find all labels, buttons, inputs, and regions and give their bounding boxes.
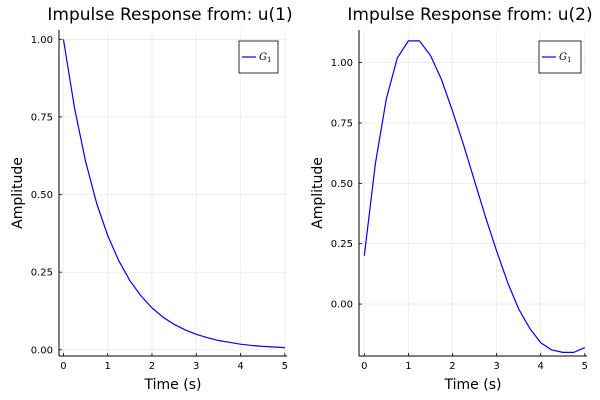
x-tick-label: 4 — [237, 361, 243, 372]
x-tick-label: 0 — [361, 361, 367, 372]
x-tick-label: 3 — [193, 361, 199, 372]
x-tick-label: 5 — [282, 361, 288, 372]
y-tick-label: 0.25 — [331, 239, 353, 250]
grid — [359, 30, 587, 356]
legend-label-subscript: 1 — [567, 56, 571, 64]
x-axis-label: Time (s) — [144, 377, 202, 393]
y-tick-label: 1.00 — [331, 58, 353, 69]
y-tick-label: 0.00 — [331, 300, 353, 311]
chart-title: Impulse Response from: u(1) — [47, 5, 292, 25]
x-tick-label: 1 — [405, 361, 411, 372]
y-tick-label: 0.25 — [31, 268, 53, 279]
legend-label: G — [259, 52, 267, 63]
legend-label: G — [559, 52, 567, 63]
y-tick-label: 0.00 — [31, 345, 53, 356]
subplot-right: Impulse Response from: u(2) 0 1 2 3 4 5 0.00 0.2… — [310, 5, 593, 393]
y-tick-label: 1.00 — [31, 35, 53, 46]
y-axis-label: Amplitude — [310, 157, 326, 229]
x-tick-label: 2 — [449, 361, 455, 372]
legend-label-subscript: 1 — [267, 56, 271, 64]
x-tick-label: 3 — [493, 361, 499, 372]
x-tick-label: 5 — [582, 361, 588, 372]
x-tick-label: 2 — [149, 361, 155, 372]
x-tick-label: 1 — [105, 361, 111, 372]
x-axis-label: Time (s) — [444, 377, 502, 393]
y-tick-label: 0.75 — [31, 112, 53, 123]
x-tick-label: 0 — [60, 361, 66, 372]
series-line — [363, 40, 586, 353]
y-tick-label: 0.75 — [331, 118, 353, 129]
subplot-left: Impulse Response from: u(1) 0 1 2 3 4 5 0.00 0.2… — [10, 5, 293, 393]
grid — [59, 30, 287, 356]
chart-title: Impulse Response from: u(2) — [347, 5, 592, 25]
y-tick-label: 0.50 — [331, 179, 353, 190]
series-line — [62, 39, 285, 349]
x-tick-label: 4 — [538, 361, 544, 372]
y-axis-label: Amplitude — [10, 157, 26, 229]
y-tick-label: 0.50 — [31, 190, 53, 201]
